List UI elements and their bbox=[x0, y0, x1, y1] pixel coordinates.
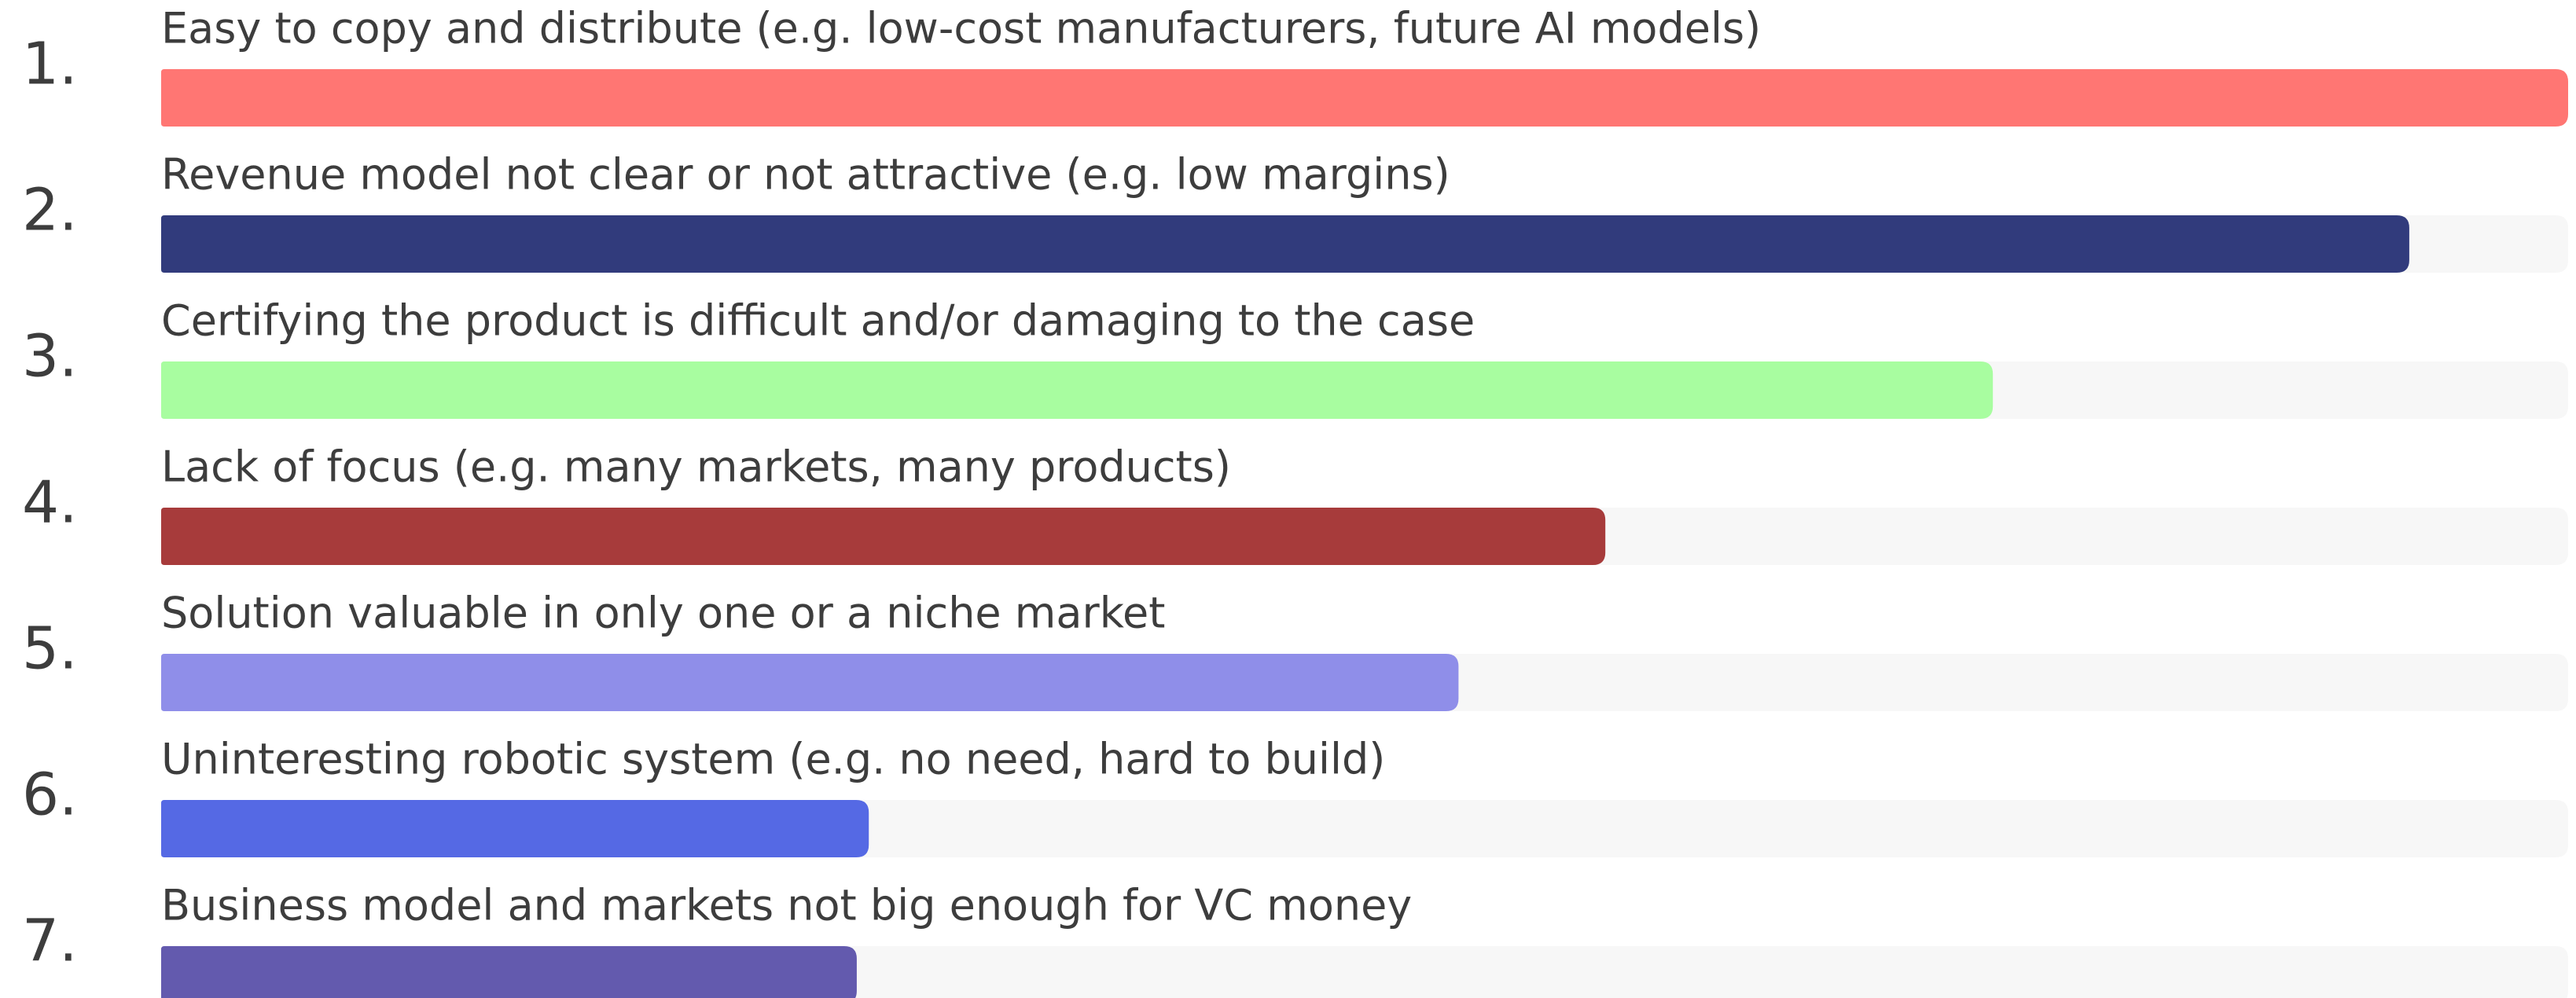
rank-number: 3. bbox=[22, 323, 78, 391]
category-label: Certifying the product is difficult and/… bbox=[161, 296, 1475, 346]
bar bbox=[161, 215, 2409, 273]
rank-number: 5. bbox=[22, 615, 78, 683]
bar bbox=[161, 800, 869, 857]
rank-number: 6. bbox=[22, 761, 78, 829]
category-label: Lack of focus (e.g. many markets, many p… bbox=[161, 442, 1231, 492]
bar bbox=[161, 361, 1994, 419]
rank-number: 1. bbox=[22, 31, 78, 98]
rank-number: 7. bbox=[22, 908, 78, 975]
category-label: Uninteresting robotic system (e.g. no ne… bbox=[161, 735, 1385, 784]
bar bbox=[161, 654, 1459, 711]
rank-number: 2. bbox=[22, 177, 78, 244]
category-label: Business model and markets not big enoug… bbox=[161, 881, 1412, 930]
bar bbox=[161, 508, 1606, 565]
bar bbox=[161, 69, 2568, 127]
bar bbox=[161, 946, 857, 998]
category-label: Easy to copy and distribute (e.g. low-co… bbox=[161, 4, 1761, 53]
category-label: Solution valuable in only one or a niche… bbox=[161, 589, 1165, 638]
category-label: Revenue model not clear or not attractiv… bbox=[161, 150, 1450, 200]
rank-number: 4. bbox=[22, 469, 78, 537]
